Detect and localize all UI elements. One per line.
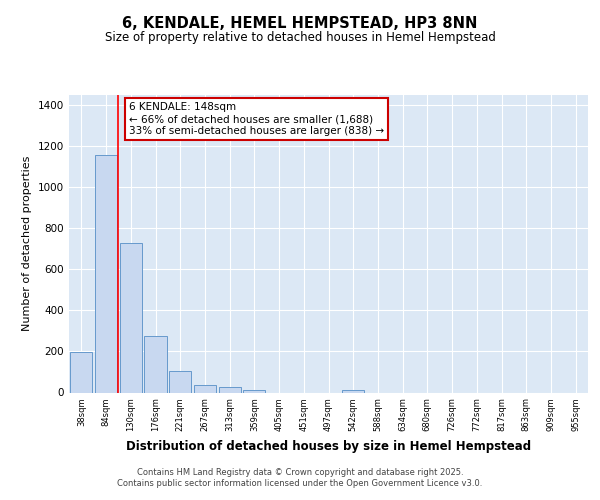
Bar [194,384,216,392]
Bar [95,154,117,392]
Bar [145,336,167,392]
Text: 6 KENDALE: 148sqm
← 66% of detached houses are smaller (1,688)
33% of semi-detac: 6 KENDALE: 148sqm ← 66% of detached hous… [128,102,384,136]
Bar [70,352,92,393]
Y-axis label: Number of detached properties: Number of detached properties [22,156,32,332]
X-axis label: Distribution of detached houses by size in Hemel Hempstead: Distribution of detached houses by size … [126,440,531,452]
Text: 6, KENDALE, HEMEL HEMPSTEAD, HP3 8NN: 6, KENDALE, HEMEL HEMPSTEAD, HP3 8NN [122,16,478,31]
Bar [342,390,364,392]
Bar [119,242,142,392]
Text: Size of property relative to detached houses in Hemel Hempstead: Size of property relative to detached ho… [104,31,496,44]
Bar [218,387,241,392]
Text: Contains HM Land Registry data © Crown copyright and database right 2025.
Contai: Contains HM Land Registry data © Crown c… [118,468,482,487]
Bar [243,390,265,392]
Bar [169,370,191,392]
